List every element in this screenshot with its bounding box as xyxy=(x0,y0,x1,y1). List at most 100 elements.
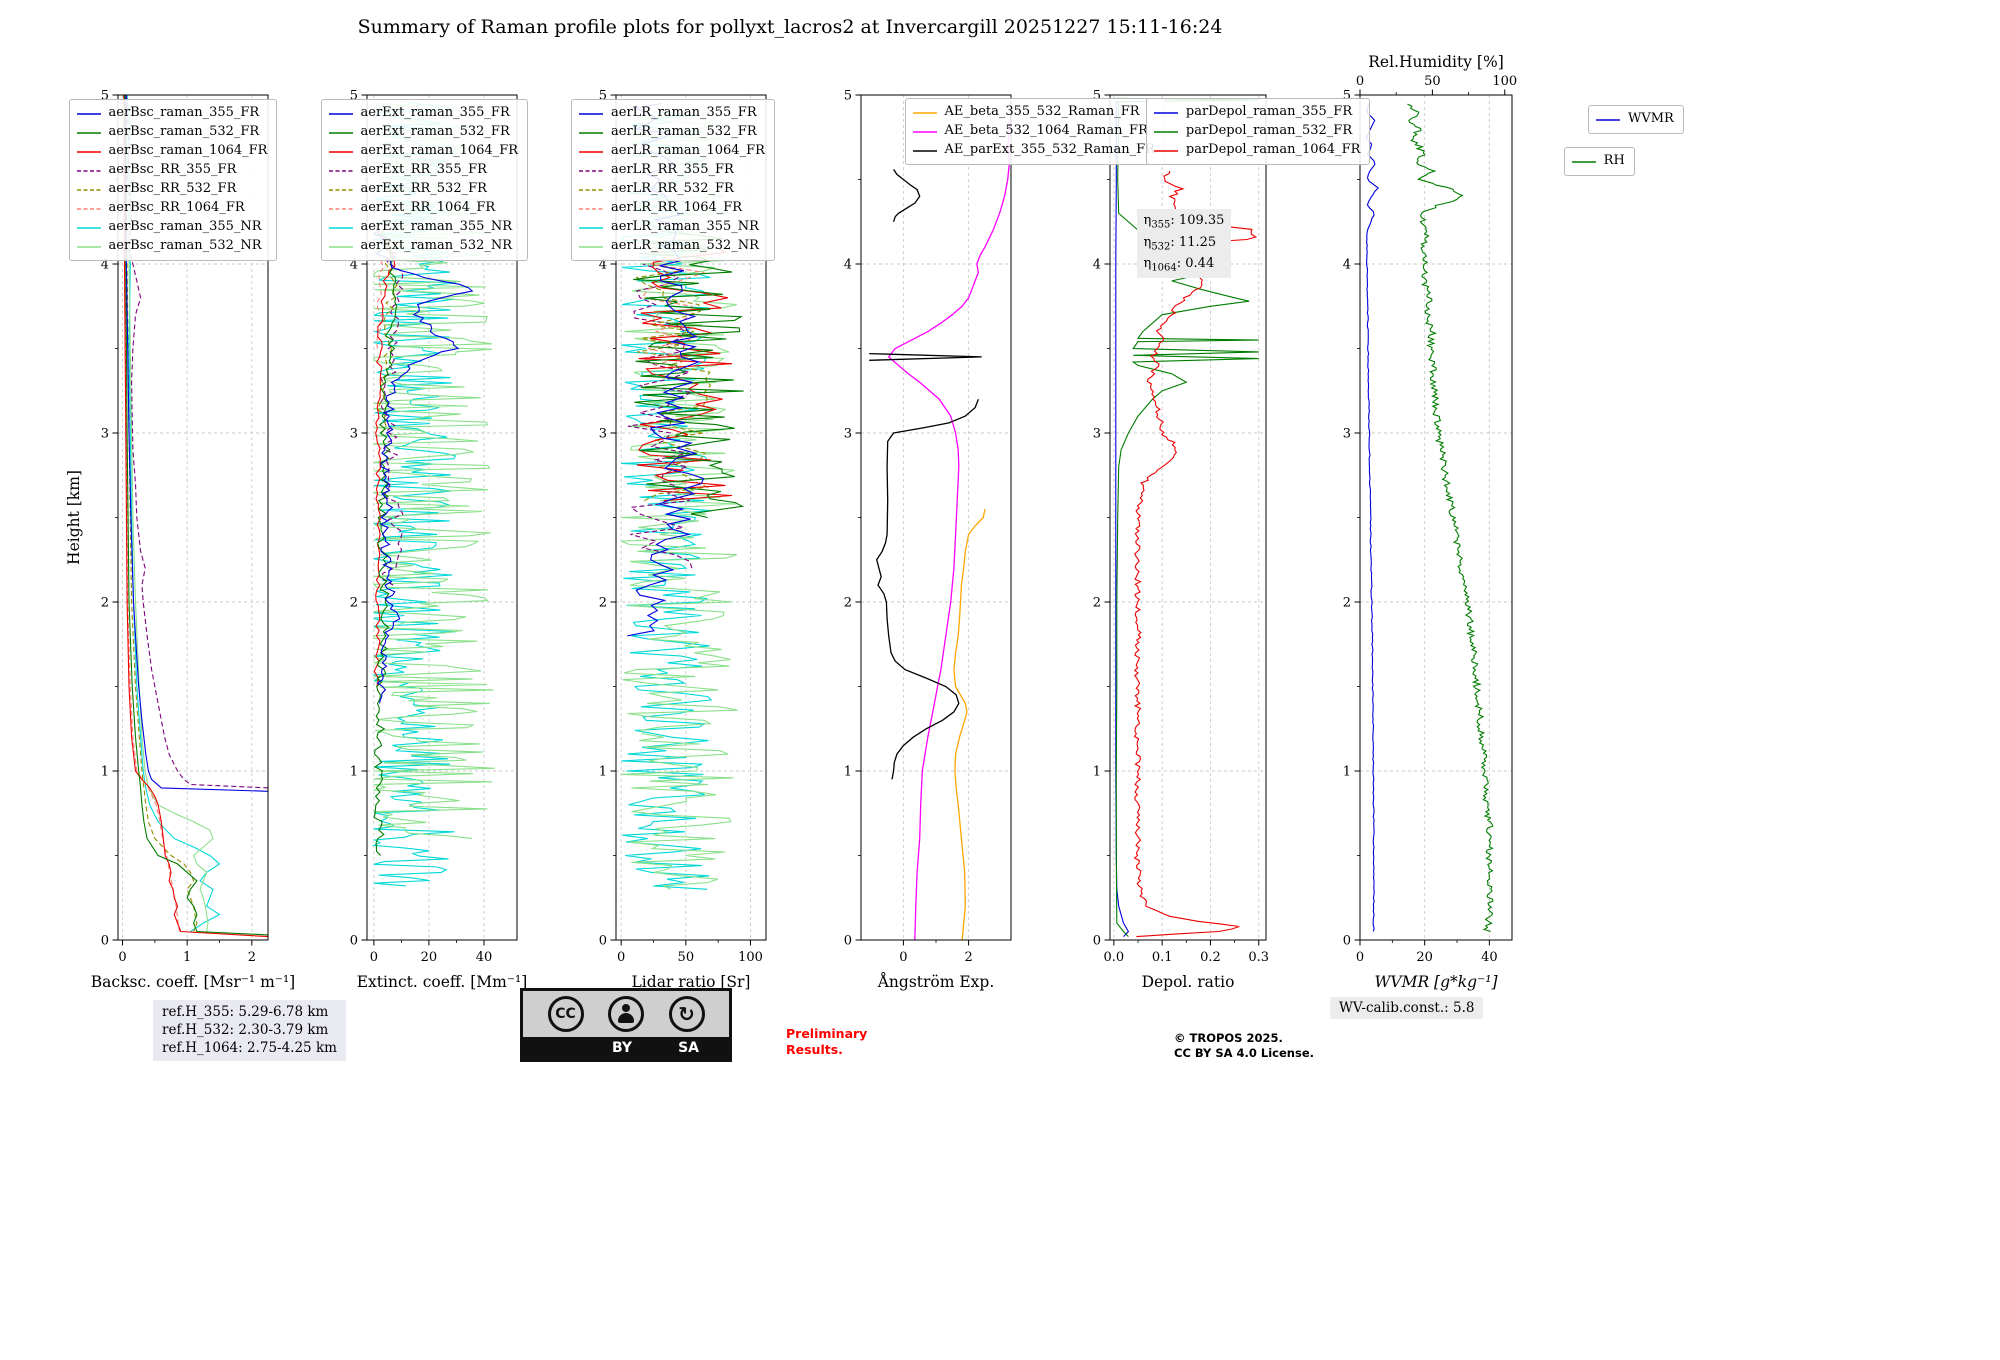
legend-label: aerBsc_raman_355_NR xyxy=(108,219,262,235)
y-tick-label: 4 xyxy=(1093,258,1101,273)
x-tick-label: 40 xyxy=(476,950,493,965)
series-aerExt_raman_532_FR xyxy=(373,229,398,856)
legend-line-sample xyxy=(1153,150,1178,152)
legend-item: aerExt_raman_532_NR xyxy=(328,237,519,256)
series-aerExt_raman_1064_FR xyxy=(373,230,396,687)
series-RH xyxy=(1407,103,1494,933)
y-axis-label: Height [km] xyxy=(65,470,83,565)
series-AE_parExt_355_532_Raman_FR xyxy=(875,398,980,780)
text-line: Preliminary xyxy=(786,1026,868,1041)
x-tick-label: 40 xyxy=(1481,950,1498,965)
x-tick-label: 0 xyxy=(617,950,625,965)
legend-label: aerExt_raman_1064_FR xyxy=(360,143,519,159)
legend-line-sample xyxy=(1596,118,1620,121)
x-tick-label: 1 xyxy=(183,950,191,965)
legend-item: aerBsc_raman_532_NR xyxy=(76,237,268,256)
y-tick-label: 4 xyxy=(1343,258,1351,273)
legend-line-sample xyxy=(1571,161,1596,163)
legend-label: WVMR xyxy=(1628,111,1674,127)
legend-label: aerExt_RR_532_FR xyxy=(360,181,487,197)
legend-label: AE_parExt_355_532_Raman_FR xyxy=(944,142,1155,158)
legend-item: parDepol_raman_355_FR xyxy=(1153,103,1361,122)
x-tick-label: 2 xyxy=(248,950,256,965)
y-tick-label: 3 xyxy=(1343,427,1351,442)
series-aerBsc_raman_355_FR xyxy=(125,95,268,792)
legend: RH xyxy=(1563,147,1635,177)
legend-line-sample xyxy=(328,169,353,172)
legend-label: aerLR_RR_1064_FR xyxy=(611,200,743,216)
x-tick-label: 0.0 xyxy=(1104,950,1125,965)
ref-height-1064: ref.H_1064: 2.75-4.25 km xyxy=(162,1040,337,1057)
x-tick-label: 20 xyxy=(1416,950,1433,965)
legend-line-sample xyxy=(328,131,353,134)
legend-label: aerBsc_raman_355_FR xyxy=(108,105,260,121)
x-tick-label: 2 xyxy=(964,950,972,965)
legend-label: AE_beta_532_1064_Raman_FR xyxy=(944,123,1148,139)
legend-line-sample xyxy=(76,169,101,172)
legend-item: aerExt_raman_355_FR xyxy=(328,104,519,123)
legend-line-sample xyxy=(579,226,603,229)
figure-title: Summary of Raman profile plots for polly… xyxy=(357,16,1223,38)
wv-calibration-constant: WV-calib.const.: 5.8 xyxy=(1330,997,1484,1019)
legend-item: aerLR_raman_355_NR xyxy=(578,218,765,237)
y-tick-label: 5 xyxy=(1093,89,1101,104)
legend-item: aerExt_RR_355_FR xyxy=(328,161,519,180)
reference-heights-box: ref.H_355: 5.29-6.78 km ref.H_532: 2.30-… xyxy=(153,1000,346,1061)
legend-item: aerLR_raman_1064_FR xyxy=(578,142,765,161)
y-tick-label: 5 xyxy=(101,89,109,104)
cc-icons-row: CC ↻ xyxy=(523,991,729,1037)
annotation-line: η1064: 0.44 xyxy=(1143,256,1215,274)
calibration-annotation: η355: 109.35 η532: 11.25 η1064: 0.44 xyxy=(1136,209,1232,278)
text-line: CC BY SA 4.0 License. xyxy=(1174,1045,1314,1060)
legend-line-sample xyxy=(579,169,603,172)
y-tick-label: 4 xyxy=(599,258,607,273)
legend-item: aerExt_RR_532_FR xyxy=(328,180,519,199)
legend-line-sample xyxy=(1153,112,1178,114)
legend-item: aerBsc_raman_532_FR xyxy=(76,123,268,142)
legend-label: aerBsc_raman_532_FR xyxy=(108,124,260,140)
series-aerBsc_RR_1064_FR xyxy=(123,95,180,932)
x-tick-label: 100 xyxy=(738,950,763,965)
legend-label: aerLR_raman_355_FR xyxy=(611,105,757,121)
series-AE_beta_532_1064_Raman_FR xyxy=(887,111,1011,940)
legend-item: AE_beta_355_532_Raman_FR xyxy=(912,103,1155,122)
ref-height-532: ref.H_532: 2.30-3.79 km xyxy=(162,1022,329,1039)
text-line: © TROPOS 2025. xyxy=(1174,1031,1283,1045)
legend-line-sample xyxy=(579,131,603,134)
legend-item: aerLR_raman_532_FR xyxy=(578,123,765,142)
text-line: Results. xyxy=(786,1041,843,1057)
legend-line-sample xyxy=(579,150,603,153)
legend: aerExt_raman_355_FR aerExt_raman_532_FR ae… xyxy=(320,99,529,262)
y-tick-label: 0 xyxy=(844,934,852,949)
legend-label: aerExt_raman_355_FR xyxy=(360,105,510,121)
legend-label: aerExt_raman_355_NR xyxy=(360,219,513,235)
legend-label: aerBsc_RR_532_FR xyxy=(108,181,237,197)
legend-label: AE_beta_355_532_Raman_FR xyxy=(944,104,1140,120)
y-tick-label: 4 xyxy=(101,258,109,273)
legend-item: aerLR_raman_355_FR xyxy=(578,104,765,123)
series-AE_parExt_355_532_Raman_FR xyxy=(869,352,982,361)
panel-2: 0 20 40 0 1 2 3 4 5 Extinct. coeff. [Mm⁻¹] aerExt_… xyxy=(315,49,533,1000)
y-tick-label: 5 xyxy=(844,89,852,104)
series-parDepol_raman_1064_FR xyxy=(1133,170,1258,938)
y-tick-label: 3 xyxy=(599,427,607,442)
legend-item: aerBsc_raman_355_NR xyxy=(76,218,268,237)
y-tick-label: 1 xyxy=(101,765,109,780)
legend-line-sample xyxy=(912,131,937,133)
legend-label: aerExt_RR_1064_FR xyxy=(360,200,496,216)
legend-item: parDepol_raman_1064_FR xyxy=(1153,141,1360,160)
legend-label: aerBsc_RR_355_FR xyxy=(108,162,237,178)
cc-sa-label: SA xyxy=(678,1040,699,1056)
legend-label: aerLR_raman_532_NR xyxy=(611,238,759,254)
legend: AE_beta_355_532_Raman_FR AE_beta_532_1064… xyxy=(904,98,1165,166)
panel-1-canvas: 0 1 2 0 1 2 3 4 5 Backsc. coeff. [Msr⁻¹ m⁻¹] Heigh… xyxy=(65,89,295,992)
share-alike-arrow: ↻ xyxy=(678,1002,695,1026)
y-tick-label: 2 xyxy=(1343,596,1351,611)
top-tick-label: 100 xyxy=(1492,74,1517,89)
legend-line-sample xyxy=(912,150,937,152)
legend-item: aerBsc_raman_355_FR xyxy=(76,104,268,123)
legend-item: aerBsc_raman_1064_FR xyxy=(76,142,267,161)
legend-item: RH xyxy=(1571,152,1625,171)
y-tick-label: 1 xyxy=(1093,765,1101,780)
